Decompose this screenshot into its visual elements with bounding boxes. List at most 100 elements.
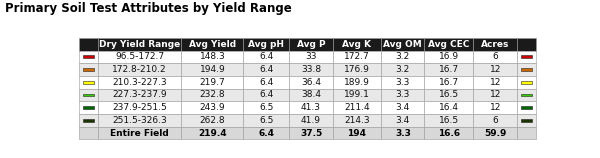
Text: Avg pH: Avg pH [248, 40, 284, 49]
Bar [381, 38, 424, 51]
Text: 219.7: 219.7 [200, 78, 225, 87]
Text: 3.3: 3.3 [395, 91, 410, 99]
Text: 194: 194 [347, 129, 367, 138]
Text: 41.3: 41.3 [301, 103, 321, 112]
Bar [332, 127, 381, 139]
Bar [381, 114, 424, 127]
Bar [83, 68, 94, 71]
Bar [521, 81, 532, 84]
Bar [521, 119, 532, 122]
Text: 3.3: 3.3 [395, 78, 410, 87]
Bar [79, 51, 98, 63]
Bar [332, 89, 381, 101]
Text: Avg CEC: Avg CEC [428, 40, 469, 49]
Text: 237.9-251.5: 237.9-251.5 [112, 103, 167, 112]
Bar [98, 38, 181, 51]
Bar [289, 114, 332, 127]
Bar [521, 55, 532, 58]
Bar [332, 101, 381, 114]
Text: Primary Soil Test Attributes by Yield Range: Primary Soil Test Attributes by Yield Ra… [5, 2, 292, 15]
Text: 33: 33 [305, 52, 317, 61]
Text: 3.2: 3.2 [396, 52, 410, 61]
Text: 3.3: 3.3 [395, 129, 411, 138]
Bar [289, 127, 332, 139]
Bar [473, 38, 517, 51]
Bar [381, 51, 424, 63]
Text: 172.8-210.2: 172.8-210.2 [112, 65, 167, 74]
Bar [244, 51, 289, 63]
Text: 6.4: 6.4 [259, 78, 274, 87]
Text: 12: 12 [490, 65, 501, 74]
Bar [424, 63, 473, 76]
Bar [83, 55, 94, 58]
Text: 194.9: 194.9 [200, 65, 225, 74]
Bar [83, 106, 94, 109]
Bar [332, 38, 381, 51]
Bar [98, 127, 181, 139]
Text: 210.3-227.3: 210.3-227.3 [112, 78, 167, 87]
Text: 148.3: 148.3 [200, 52, 225, 61]
Bar [181, 101, 244, 114]
Text: 6.5: 6.5 [259, 103, 274, 112]
Text: 16.7: 16.7 [439, 78, 459, 87]
Bar [79, 127, 98, 139]
Text: 38.4: 38.4 [301, 91, 321, 99]
Text: 219.4: 219.4 [198, 129, 227, 138]
Bar [244, 38, 289, 51]
Text: 6: 6 [493, 52, 498, 61]
Text: 3.2: 3.2 [396, 65, 410, 74]
Text: 16.4: 16.4 [439, 103, 459, 112]
Bar [79, 38, 98, 51]
Text: 172.7: 172.7 [344, 52, 370, 61]
Bar [244, 63, 289, 76]
Bar [181, 76, 244, 89]
Bar [424, 76, 473, 89]
Bar [517, 51, 536, 63]
Bar [381, 127, 424, 139]
Bar [98, 76, 181, 89]
Text: 243.9: 243.9 [200, 103, 225, 112]
Text: 16.6: 16.6 [438, 129, 460, 138]
Bar [79, 63, 98, 76]
Text: 227.3-237.9: 227.3-237.9 [112, 91, 167, 99]
Bar [517, 127, 536, 139]
Bar [98, 89, 181, 101]
Bar [83, 94, 94, 96]
Text: 214.3: 214.3 [344, 116, 370, 125]
Bar [79, 89, 98, 101]
Text: 16.9: 16.9 [439, 52, 459, 61]
Bar [517, 38, 536, 51]
Text: 189.9: 189.9 [344, 78, 370, 87]
Text: 176.9: 176.9 [344, 65, 370, 74]
Bar [381, 89, 424, 101]
Bar [181, 38, 244, 51]
Bar [424, 38, 473, 51]
Text: Avg OM: Avg OM [383, 40, 422, 49]
Bar [332, 63, 381, 76]
Text: Entire Field: Entire Field [110, 129, 169, 138]
Bar [473, 89, 517, 101]
Text: 37.5: 37.5 [300, 129, 322, 138]
Text: 199.1: 199.1 [344, 91, 370, 99]
Bar [181, 114, 244, 127]
Bar [424, 89, 473, 101]
Text: Acres: Acres [481, 40, 509, 49]
Bar [244, 127, 289, 139]
Text: 33.8: 33.8 [301, 65, 321, 74]
Text: 3.4: 3.4 [396, 116, 410, 125]
Bar [289, 63, 332, 76]
Text: 12: 12 [490, 103, 501, 112]
Bar [244, 101, 289, 114]
Bar [98, 51, 181, 63]
Bar [332, 51, 381, 63]
Bar [181, 89, 244, 101]
Bar [521, 106, 532, 109]
Bar [424, 127, 473, 139]
Text: 16.5: 16.5 [439, 116, 459, 125]
Bar [244, 114, 289, 127]
Bar [244, 76, 289, 89]
Bar [289, 89, 332, 101]
Text: 3.4: 3.4 [396, 103, 410, 112]
Bar [332, 76, 381, 89]
Bar [381, 76, 424, 89]
